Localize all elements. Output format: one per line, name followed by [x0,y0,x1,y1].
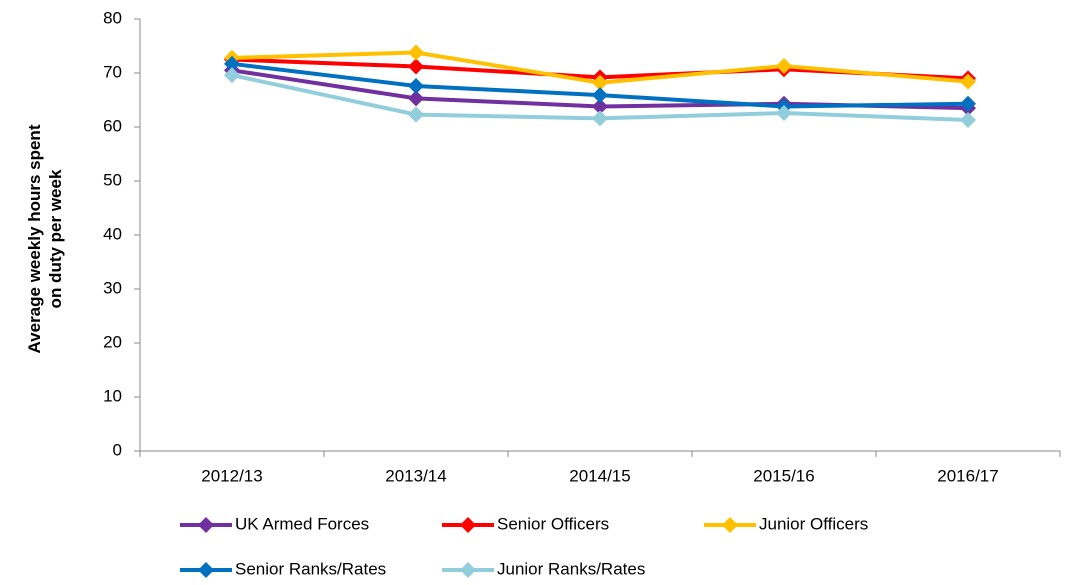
marker [408,106,424,123]
legend-label: Junior Officers [759,514,868,533]
legend-marker [198,517,214,533]
y-tick-label: 10 [103,386,122,405]
x-tick-label: 2012/13 [201,466,262,485]
y-tick-label: 60 [103,116,122,135]
x-tick-label: 2014/15 [569,466,630,485]
y-tick-label: 20 [103,332,122,351]
y-tick-label: 80 [103,8,122,27]
y-tick-label: 70 [103,62,122,81]
marker [960,111,976,128]
legend-label: Senior Ranks/Rates [235,559,386,578]
marker [224,67,240,84]
legend-marker [722,517,738,533]
legend-marker [460,562,476,578]
marker [592,74,608,91]
legend-label: Junior Ranks/Rates [497,559,645,578]
legend-marker [198,562,214,578]
legend-label: Senior Officers [497,514,609,533]
x-tick-label: 2015/16 [753,466,814,485]
x-tick-label: 2016/17 [937,466,998,485]
marker [224,55,240,72]
y-tick-label: 0 [113,440,122,459]
marker [592,110,608,127]
marker [776,104,792,121]
marker [408,44,424,61]
marker [776,57,792,74]
marker [408,58,424,75]
marker [960,73,976,90]
marker [960,95,976,112]
marker [592,98,608,115]
y-tick-label: 30 [103,278,122,297]
y-tick-label: 40 [103,224,122,243]
legend-marker [460,517,476,533]
marker [408,90,424,107]
x-tick-label: 2013/14 [385,466,446,485]
y-tick-label: 50 [103,170,122,189]
marker [592,87,608,104]
legend-label: UK Armed Forces [235,514,369,533]
marker [408,77,424,94]
